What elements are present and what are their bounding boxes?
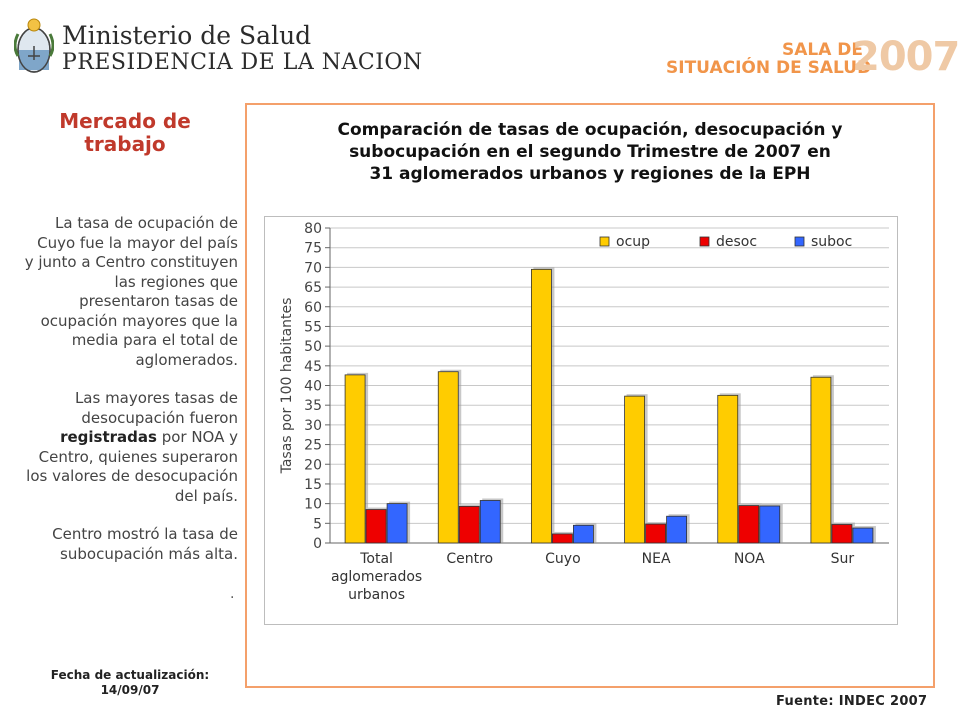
bar-suboc-3 xyxy=(666,515,687,544)
update-label: Fecha de actualización: xyxy=(50,668,210,682)
sala-line1: SALA DE xyxy=(782,40,864,60)
x-tick-label-line: urbanos xyxy=(348,587,405,603)
y-tick-label: 50 xyxy=(304,339,322,355)
y-tick-label: 75 xyxy=(304,241,322,257)
p2-bold: registradas xyxy=(60,428,157,446)
y-tick-label: 5 xyxy=(313,516,322,532)
update-date: 14/09/07 xyxy=(100,683,160,697)
x-tick-label: Cuyo xyxy=(545,551,581,567)
bar-ocup-5 xyxy=(810,376,832,544)
paragraph-desocupacion: Las mayores tasas de desocupación fueron… xyxy=(24,389,238,506)
legend-swatch-suboc xyxy=(794,236,805,247)
bar-suboc-0 xyxy=(386,503,408,544)
x-tick-label-line: Sur xyxy=(831,551,855,567)
chart-title-line1: Comparación de tasas de ocupación, desoc… xyxy=(337,120,843,140)
section-title: Mercado de trabajo xyxy=(40,110,210,156)
y-tick-label: 60 xyxy=(304,300,322,316)
paragraph-subocupacion: Centro mostró la tasa de subocupación má… xyxy=(52,525,238,563)
sidebar-text: La tasa de ocupación de Cuyo fue la mayo… xyxy=(24,214,238,583)
bar-ocup-0 xyxy=(344,374,366,544)
legend-swatch-desoc xyxy=(699,236,710,247)
ministry-line2: PRESIDENCIA DE LA NACION xyxy=(62,50,423,75)
bar-ocup-1 xyxy=(437,371,459,544)
chart-frame: Comparación de tasas de ocupación, desoc… xyxy=(245,103,935,688)
bar-desoc-1 xyxy=(458,505,480,544)
x-tick-label-line: NOA xyxy=(734,551,765,567)
bar-ocup-3 xyxy=(624,395,645,544)
bar-desoc-0 xyxy=(365,509,387,544)
p2-part2: por NOA y Centro, quienes superaron los … xyxy=(26,428,238,505)
update-info: Fecha de actualización: 14/09/07 xyxy=(30,668,230,698)
trailing-dot: . xyxy=(230,586,235,602)
x-tick-label: Total aglomerados urbanos xyxy=(331,551,422,603)
legend-swatch-ocup xyxy=(599,236,610,247)
x-tick-label: Centro xyxy=(446,551,493,567)
bar-chart: 0 5 10 15 20 25 30 35 40 45 50 55 60 65 70 75 80 Tasas po… xyxy=(279,221,889,603)
bar-suboc-2 xyxy=(573,524,594,544)
bar-ocup-4 xyxy=(717,394,739,544)
bar-desoc-5 xyxy=(831,524,853,544)
y-tick-label: 0 xyxy=(313,536,322,552)
legend-label-desoc: desoc xyxy=(716,234,757,250)
x-tick-label: NOA xyxy=(734,551,765,567)
y-tick-label: 20 xyxy=(304,457,322,473)
legend-label-suboc: suboc xyxy=(811,234,852,250)
bar-desoc-2 xyxy=(552,533,573,544)
chart-title-line3: 31 aglomerados urbanos y regiones de la … xyxy=(369,164,811,184)
sala-situacion-logo: SALA DE SITUACIÓN DE SALUD 2007 xyxy=(666,34,960,86)
source-note: Fuente: INDEC 2007 xyxy=(776,694,928,709)
paragraph-ocupacion: La tasa de ocupación de Cuyo fue la mayo… xyxy=(24,214,238,369)
bar-suboc-1 xyxy=(479,500,501,544)
y-tick-label: 35 xyxy=(304,398,322,414)
y-tick-label: 55 xyxy=(304,319,322,335)
chart-title: Comparación de tasas de ocupación, desoc… xyxy=(285,119,895,185)
x-tick-label-line: Cuyo xyxy=(545,551,581,567)
sala-year: 2007 xyxy=(852,34,960,80)
chart-title-line2: subocupación en el segundo Trimestre de … xyxy=(349,142,831,162)
bar-ocup-2 xyxy=(531,268,552,544)
y-tick-label: 70 xyxy=(304,260,322,276)
x-tick-label: Sur xyxy=(831,551,855,567)
plot-box: 0 5 10 15 20 25 30 35 40 45 50 55 60 65 70 75 80 Tasas po… xyxy=(264,216,898,625)
bar-desoc-3 xyxy=(645,523,666,544)
y-tick-label: 40 xyxy=(304,379,322,395)
y-tick-label: 30 xyxy=(304,418,322,434)
section-title-line2: trabajo xyxy=(84,132,166,156)
x-tick-label-line: NEA xyxy=(642,551,671,567)
y-axis-label: Tasas por 100 habitantes xyxy=(279,298,295,475)
bar-suboc-4 xyxy=(759,505,781,544)
x-tick-label-line: aglomerados xyxy=(331,569,422,585)
x-tick-label: NEA xyxy=(642,551,671,567)
x-tick-label-line: Centro xyxy=(446,551,493,567)
bar-suboc-5 xyxy=(852,527,874,544)
p2-part1: Las mayores tasas de desocupación fueron xyxy=(74,389,238,427)
sala-line2: SITUACIÓN DE SALUD xyxy=(666,58,872,78)
ministry-line1: Ministerio de Salud xyxy=(62,21,312,50)
y-tick-label: 80 xyxy=(304,221,322,237)
y-tick-label: 65 xyxy=(304,280,322,296)
x-tick-label-line: Total xyxy=(359,551,393,567)
header: Ministerio de Salud PRESIDENCIA DE LA NA… xyxy=(0,0,960,95)
y-tick-label: 10 xyxy=(304,497,322,513)
y-tick-label: 25 xyxy=(304,438,322,454)
coat-of-arms-icon xyxy=(14,18,54,73)
section-title-line1: Mercado de xyxy=(59,109,191,133)
y-tick-label: 15 xyxy=(304,477,322,493)
y-tick-label: 45 xyxy=(304,359,322,375)
bar-desoc-4 xyxy=(738,505,760,544)
legend-label-ocup: ocup xyxy=(616,234,650,250)
ministry-name: Ministerio de Salud PRESIDENCIA DE LA NA… xyxy=(62,22,423,76)
